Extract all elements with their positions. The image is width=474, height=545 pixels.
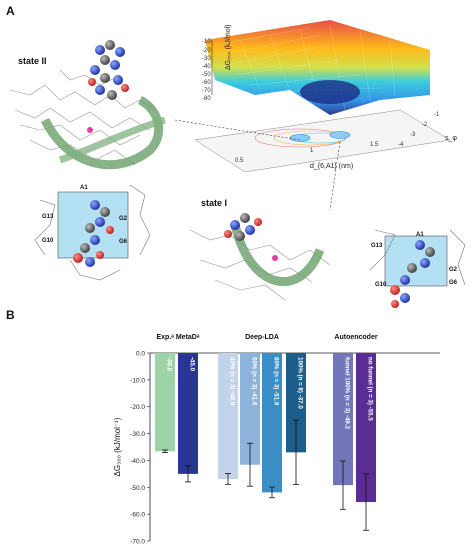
- label-g6-left: G6: [119, 239, 128, 245]
- y-tick-label: -20.0: [130, 404, 145, 411]
- y-tick-label: -10.0: [130, 377, 145, 384]
- y-tick-label: 0.0: [136, 351, 145, 358]
- label-a1-left: A1: [80, 185, 88, 191]
- y-tick-label: -30.0: [130, 431, 145, 438]
- bar-value-label: 50% (n = 3) -41.6: [251, 357, 258, 406]
- y-tick-label: -70.0: [130, 539, 145, 545]
- quadruplex-left: A1 G13 G2 G10 G6: [34, 184, 151, 281]
- y-tick-label: -40.0: [130, 458, 145, 465]
- bar: [356, 353, 376, 503]
- bar: [240, 353, 260, 465]
- quadruplex-right: G13 A1 G2 G10 G6: [369, 229, 466, 308]
- fes-ztick-1: -20: [202, 48, 211, 54]
- bar-value-label: -45.0: [189, 357, 196, 372]
- fes-xtick-1: 1: [310, 148, 314, 154]
- label-g10-left: G10: [42, 238, 54, 244]
- fes-xtick-0: 0.5: [235, 158, 244, 164]
- label-g6-right: G6: [449, 280, 458, 286]
- fes-surface-plot: -10 -20 -30 -40 -50 -60 -70 -80 ΔG₂₀₀ (k…: [174, 20, 457, 211]
- group-label: Deep-LDA: [245, 334, 279, 341]
- panel-a-figure: A1 G13 G2 G10 G6 -10 -20 -30 -40 -50 -60…: [9, 20, 466, 308]
- label-g13-right: G13: [371, 243, 383, 249]
- label-g2-left: G2: [119, 216, 128, 222]
- state-ii-label: state II: [18, 56, 47, 66]
- label-g2-right: G2: [449, 267, 458, 273]
- fes-ztick-5: -60: [202, 80, 211, 86]
- bar: [155, 353, 175, 452]
- fes-xtick-2: 1.5: [370, 142, 379, 148]
- bar-value-label: -36.6: [166, 357, 173, 372]
- y-tick-label: -60.0: [130, 512, 145, 519]
- fes-ztick-3: -40: [202, 64, 211, 70]
- fes-y-label: s_φ: [445, 135, 457, 142]
- fes-x-label: d_{6,A1} (nm): [310, 163, 353, 170]
- fes-ztick-7: -80: [202, 96, 211, 102]
- label-g10-right: G10: [375, 282, 387, 288]
- bar-value-label: 60% (n = 3) -51.9: [273, 357, 280, 406]
- panel-a-label: A: [6, 4, 15, 18]
- bar: [286, 353, 306, 453]
- fes-ytick-1: -3: [410, 132, 416, 138]
- fes-ztick-0: -10: [202, 39, 211, 45]
- fes-ztick-4: -50: [202, 72, 211, 78]
- state-ii-structure: [9, 40, 166, 170]
- panel-b-label: B: [6, 308, 15, 322]
- bar-value-label: funnel 100% (n = 3) -49.2: [344, 357, 351, 430]
- bar-value-label: no funnel (n = 3) -55.5: [367, 357, 374, 421]
- y-axis-title: ΔG₃₀₀ (kJ/mol⁻¹): [113, 417, 122, 476]
- state-i-structure: [189, 213, 331, 301]
- state-i-label: state I: [201, 198, 228, 208]
- group-label: Exp.ᵃ MetaDᵃ: [156, 334, 199, 341]
- delta-g-bar-chart: 0.0 -10.0 -20.0 -30.0 -40.0 -50.0 -60.0 -70.0 ΔG…: [113, 334, 440, 545]
- fes-ztick-2: -30: [202, 56, 211, 62]
- bar: [333, 353, 353, 486]
- bar: [262, 353, 282, 493]
- bar: [178, 353, 198, 474]
- bar-value-label: 100% (n = 8) -37.0: [297, 357, 304, 409]
- label-a1-right: A1: [416, 232, 424, 238]
- fes-ytick-0: -4: [398, 142, 404, 148]
- fes-ytick-2: -2: [422, 122, 428, 128]
- fes-ytick-3: -1: [434, 112, 440, 118]
- fes-ztick-6: -70: [202, 88, 211, 94]
- y-tick-label: -50.0: [130, 485, 145, 492]
- group-label: Autoencoder: [334, 334, 377, 341]
- bar-value-label: 40% (n = 3) -46.9: [229, 357, 236, 406]
- fes-z-label: ΔG₂₀₀ (kJ/mol): [225, 25, 232, 70]
- bar: [218, 353, 238, 479]
- label-g13-left: G13: [42, 214, 54, 220]
